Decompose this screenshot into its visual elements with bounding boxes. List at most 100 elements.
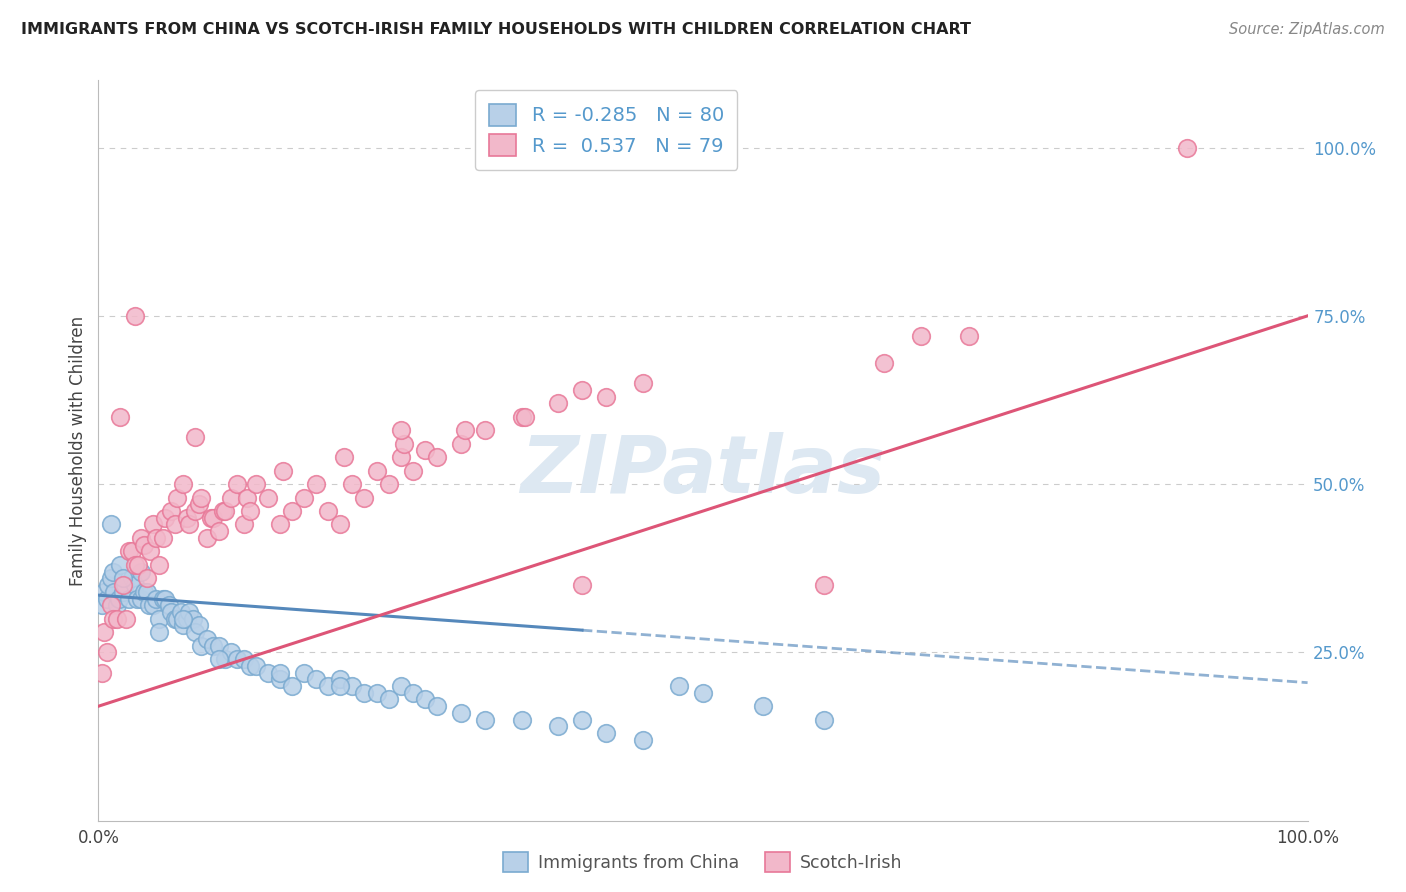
Point [474, 713, 496, 727]
Point [474, 423, 496, 437]
Point [100, 571, 122, 585]
Point [236, 491, 259, 505]
Point [111, 584, 134, 599]
Point [166, 612, 188, 626]
Point [187, 618, 209, 632]
Point [153, 510, 176, 524]
Point [232, 517, 254, 532]
Point [96, 645, 118, 659]
Point [333, 450, 356, 465]
Point [571, 713, 593, 727]
Point [129, 565, 152, 579]
Point [214, 652, 236, 666]
Point [239, 658, 262, 673]
Point [450, 706, 472, 720]
Point [571, 383, 593, 397]
Point [152, 591, 174, 606]
Point [127, 591, 149, 606]
Point [595, 726, 617, 740]
Point [212, 504, 235, 518]
Point [93, 584, 115, 599]
Point [124, 309, 146, 323]
Point [129, 591, 152, 606]
Point [366, 686, 388, 700]
Point [692, 686, 714, 700]
Point [571, 578, 593, 592]
Point [135, 571, 157, 585]
Legend: Immigrants from China, Scotch-Irish: Immigrants from China, Scotch-Irish [496, 845, 910, 879]
Point [115, 612, 138, 626]
Point [176, 510, 198, 524]
Point [139, 544, 162, 558]
Point [108, 558, 131, 572]
Point [1175, 140, 1198, 154]
Point [413, 443, 436, 458]
Text: IMMIGRANTS FROM CHINA VS SCOTCH-IRISH FAMILY HOUSEHOLDS WITH CHILDREN CORRELATIO: IMMIGRANTS FROM CHINA VS SCOTCH-IRISH FA… [21, 22, 972, 37]
Point [281, 679, 304, 693]
Point [124, 578, 146, 592]
Point [148, 612, 170, 626]
Point [152, 531, 174, 545]
Point [450, 436, 472, 450]
Point [208, 652, 231, 666]
Point [342, 679, 364, 693]
Point [226, 477, 249, 491]
Point [187, 497, 209, 511]
Point [281, 504, 304, 518]
Point [121, 544, 143, 558]
Point [163, 612, 186, 626]
Point [195, 531, 218, 545]
Point [510, 713, 533, 727]
Point [190, 491, 212, 505]
Point [305, 477, 328, 491]
Point [114, 578, 136, 592]
Point [426, 450, 449, 465]
Point [329, 679, 352, 693]
Point [145, 531, 167, 545]
Point [101, 612, 124, 626]
Point [402, 464, 425, 478]
Point [184, 430, 207, 444]
Point [208, 639, 231, 653]
Point [100, 517, 122, 532]
Point [105, 599, 128, 613]
Point [269, 517, 291, 532]
Point [208, 524, 231, 539]
Point [145, 591, 167, 606]
Point [138, 599, 160, 613]
Point [118, 544, 141, 558]
Legend: R = -0.285   N = 80, R =  0.537   N = 79: R = -0.285 N = 80, R = 0.537 N = 79 [475, 90, 737, 169]
Point [111, 571, 134, 585]
Point [214, 504, 236, 518]
Point [134, 538, 156, 552]
Point [226, 652, 249, 666]
Point [329, 517, 352, 532]
Point [256, 491, 278, 505]
Point [172, 618, 194, 632]
Point [366, 464, 388, 478]
Point [96, 591, 118, 606]
Point [100, 599, 122, 613]
Point [148, 625, 170, 640]
Point [752, 699, 775, 714]
Point [389, 679, 412, 693]
Point [166, 491, 188, 505]
Point [184, 504, 207, 518]
Point [142, 599, 165, 613]
Point [163, 517, 186, 532]
Point [245, 658, 267, 673]
Point [547, 719, 569, 733]
Point [353, 686, 375, 700]
Point [127, 558, 149, 572]
Text: Source: ZipAtlas.com: Source: ZipAtlas.com [1229, 22, 1385, 37]
Point [342, 477, 364, 491]
Point [515, 409, 537, 424]
Point [245, 477, 267, 491]
Point [221, 491, 243, 505]
Point [631, 376, 654, 391]
Point [142, 517, 165, 532]
Point [316, 504, 339, 518]
Point [200, 510, 222, 524]
Point [873, 356, 896, 370]
Point [160, 605, 183, 619]
